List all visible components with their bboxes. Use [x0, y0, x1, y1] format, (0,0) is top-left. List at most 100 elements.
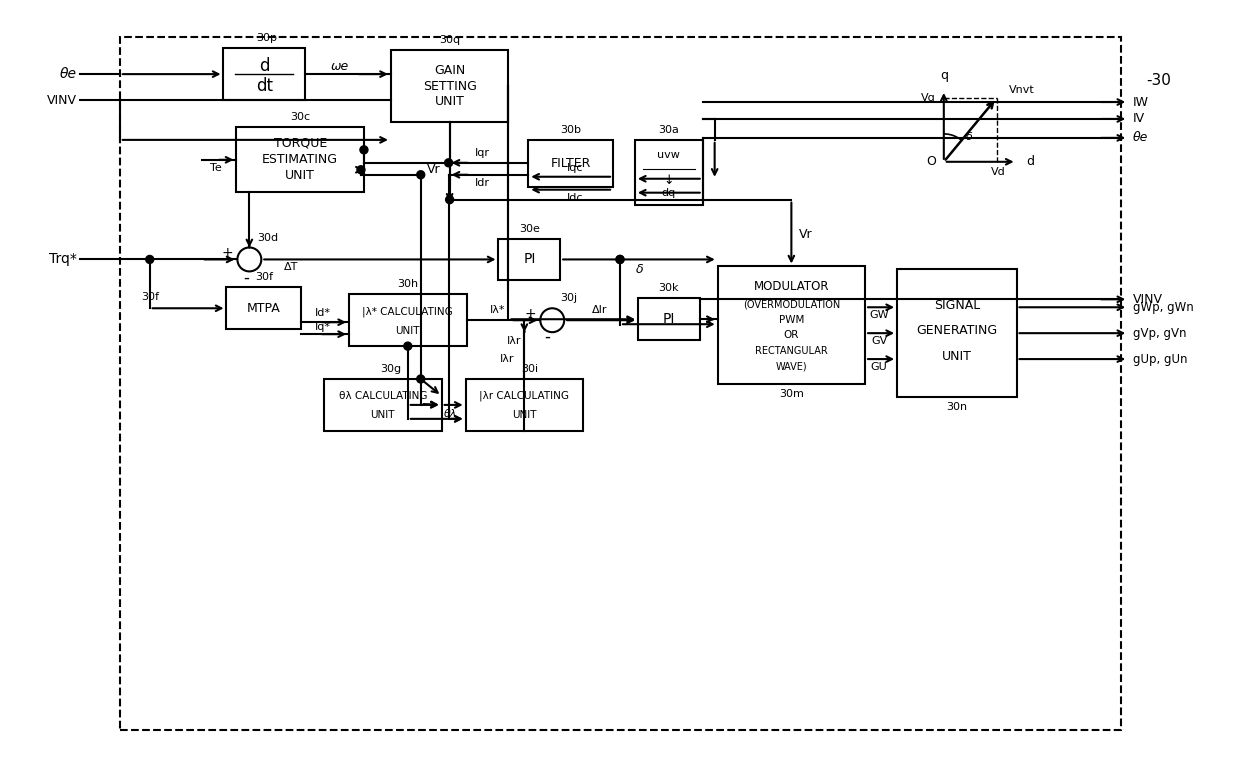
- Text: d: d: [1027, 156, 1034, 168]
- Circle shape: [357, 165, 365, 174]
- Bar: [897, 269, 1017, 397]
- Text: Id*: Id*: [315, 308, 331, 318]
- Bar: [718, 266, 866, 384]
- Text: ESTIMATING: ESTIMATING: [262, 153, 339, 165]
- Text: VINV: VINV: [47, 93, 77, 106]
- Text: UNIT: UNIT: [285, 169, 315, 182]
- Text: Iλr: Iλr: [507, 336, 522, 346]
- Text: Iq*: Iq*: [315, 322, 331, 332]
- Text: MODULATOR: MODULATOR: [754, 280, 830, 293]
- Text: θe: θe: [1133, 131, 1148, 144]
- Text: O: O: [926, 156, 936, 168]
- Text: q: q: [940, 69, 947, 82]
- Text: gVp, gVn: gVp, gVn: [1133, 326, 1187, 340]
- Text: Vd: Vd: [991, 167, 1006, 177]
- Text: Vr: Vr: [800, 228, 813, 241]
- Text: 30a: 30a: [658, 125, 680, 135]
- Bar: [498, 238, 560, 280]
- Text: 30n: 30n: [946, 402, 967, 412]
- Text: ΔT: ΔT: [284, 263, 299, 272]
- Circle shape: [404, 342, 412, 350]
- Text: +: +: [525, 307, 537, 321]
- Bar: [223, 49, 305, 100]
- Text: δ: δ: [636, 263, 644, 276]
- Bar: [637, 298, 699, 340]
- Bar: [465, 379, 583, 431]
- Text: 30c: 30c: [290, 112, 310, 122]
- Text: (OVERMODULATION: (OVERMODULATION: [743, 299, 839, 309]
- Text: 30m: 30m: [779, 389, 804, 399]
- Text: |λ* CALCULATING: |λ* CALCULATING: [362, 306, 453, 317]
- Bar: [120, 37, 1121, 729]
- Text: 30j: 30j: [560, 293, 578, 304]
- Text: 30e: 30e: [518, 224, 539, 234]
- Text: IV: IV: [1133, 112, 1146, 125]
- Text: ΔIr: ΔIr: [593, 305, 608, 315]
- Bar: [227, 288, 301, 329]
- Text: UNIT: UNIT: [396, 326, 420, 335]
- Text: uvw: uvw: [657, 150, 681, 160]
- Text: Iqr: Iqr: [475, 148, 490, 158]
- Text: θe: θe: [60, 67, 77, 81]
- Text: Vnvt: Vnvt: [1008, 85, 1034, 95]
- Text: Trq*: Trq*: [50, 253, 77, 266]
- Text: θλ CALCULATING: θλ CALCULATING: [339, 391, 427, 401]
- Text: GV: GV: [870, 336, 887, 346]
- Text: OR: OR: [784, 329, 799, 339]
- Text: UNIT: UNIT: [435, 96, 465, 109]
- Text: gWp, gWn: gWp, gWn: [1133, 301, 1194, 313]
- Text: 30b: 30b: [560, 125, 582, 135]
- Text: IW: IW: [1133, 96, 1149, 109]
- Text: d: d: [259, 58, 269, 75]
- Text: PI: PI: [523, 253, 536, 266]
- Text: FILTER: FILTER: [551, 157, 591, 170]
- Text: Vq: Vq: [921, 93, 936, 103]
- Text: |λr CALCULATING: |λr CALCULATING: [480, 391, 569, 402]
- Text: 30k: 30k: [658, 283, 680, 293]
- Text: 30q: 30q: [439, 35, 460, 46]
- Circle shape: [445, 196, 454, 203]
- Text: +: +: [222, 247, 233, 260]
- Text: Te: Te: [210, 162, 222, 173]
- Text: GU: GU: [870, 362, 888, 372]
- Text: RECTANGULAR: RECTANGULAR: [755, 346, 828, 356]
- Text: Idc: Idc: [567, 193, 583, 203]
- Text: δ: δ: [966, 132, 972, 142]
- Circle shape: [616, 256, 624, 263]
- Text: PWM: PWM: [779, 316, 804, 326]
- Text: 30h: 30h: [397, 279, 418, 289]
- Text: θλ: θλ: [444, 409, 458, 419]
- Text: UNIT: UNIT: [942, 350, 972, 363]
- Text: 30g: 30g: [381, 364, 402, 374]
- Text: ↓: ↓: [663, 174, 675, 187]
- Bar: [528, 140, 613, 187]
- Text: Idr: Idr: [475, 178, 490, 187]
- Text: -30: -30: [1146, 73, 1171, 87]
- Text: -: -: [243, 269, 249, 286]
- Bar: [635, 140, 703, 205]
- Text: WAVE): WAVE): [775, 361, 807, 371]
- Text: VINV: VINV: [1133, 293, 1163, 306]
- Text: GW: GW: [869, 310, 889, 320]
- Text: 30p: 30p: [255, 33, 277, 43]
- Text: UNIT: UNIT: [371, 411, 396, 420]
- Text: GAIN: GAIN: [434, 64, 465, 77]
- Text: 30f: 30f: [140, 292, 159, 302]
- Circle shape: [616, 256, 624, 263]
- Bar: [391, 50, 508, 122]
- Text: UNIT: UNIT: [512, 411, 537, 420]
- Text: -: -: [544, 328, 551, 346]
- Text: GENERATING: GENERATING: [916, 324, 997, 337]
- Text: dt: dt: [255, 77, 273, 95]
- Text: 30d: 30d: [258, 232, 279, 243]
- Text: ωe: ωe: [331, 60, 348, 73]
- Text: TORQUE: TORQUE: [274, 137, 327, 150]
- Text: SIGNAL: SIGNAL: [934, 298, 980, 312]
- Text: SETTING: SETTING: [423, 80, 476, 93]
- Text: Vr: Vr: [427, 163, 440, 176]
- Text: 30f: 30f: [254, 272, 273, 282]
- Bar: [324, 379, 441, 431]
- Text: Iλr: Iλr: [500, 354, 515, 364]
- Circle shape: [360, 146, 368, 154]
- Text: dq: dq: [662, 188, 676, 198]
